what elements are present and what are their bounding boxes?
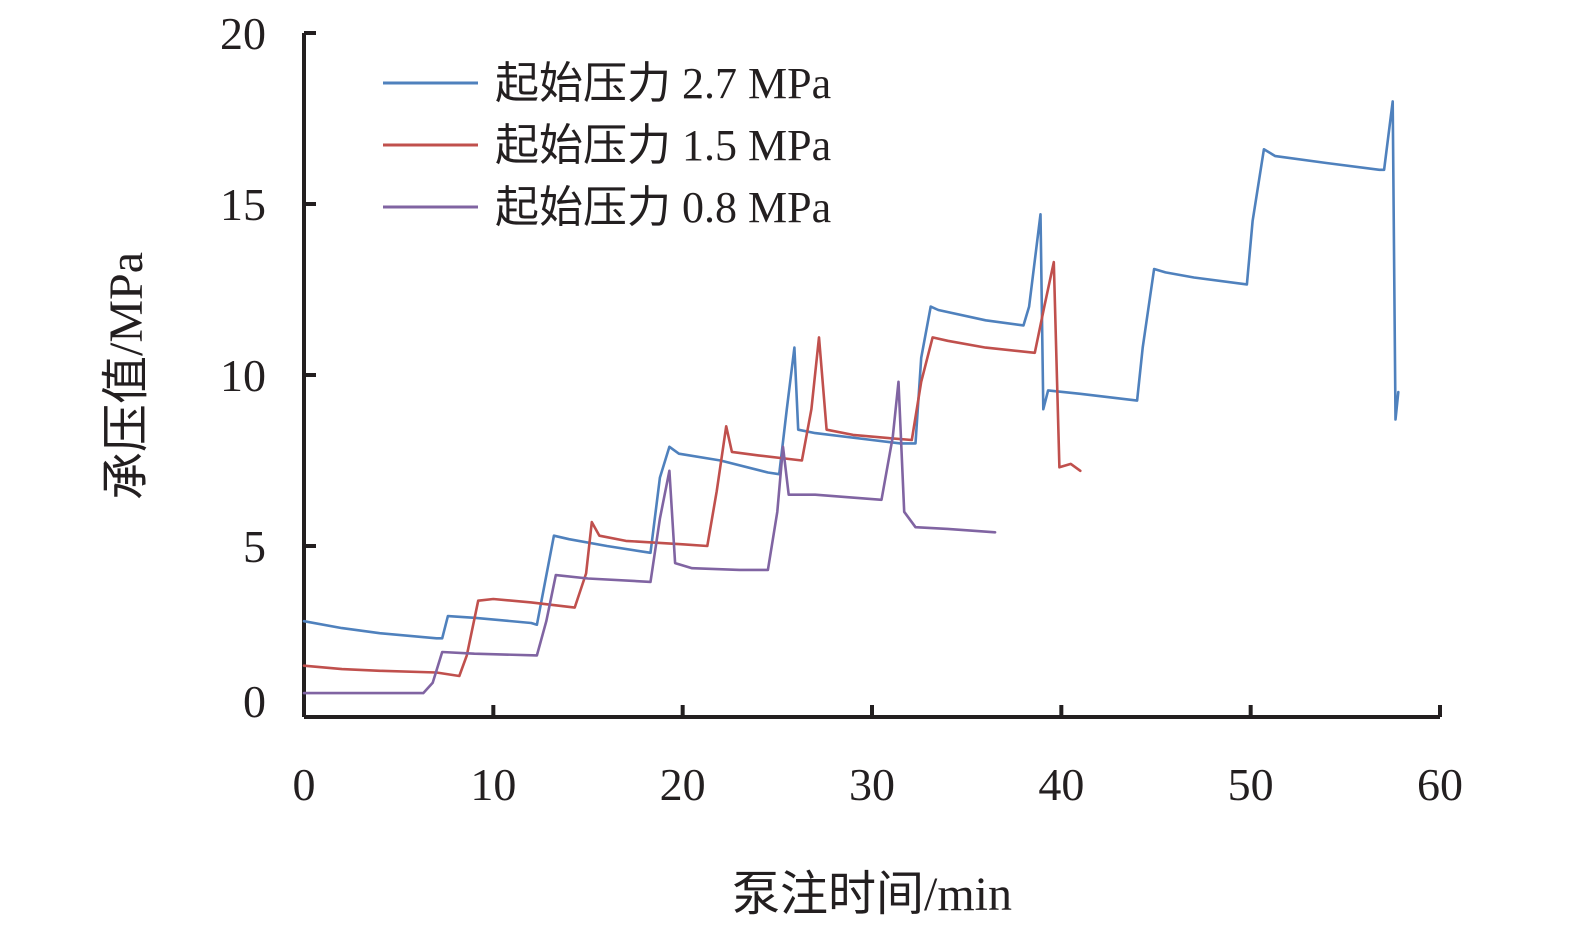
x-tick-label: 50 xyxy=(1228,759,1274,810)
series-line-3 xyxy=(302,380,997,695)
x-tick-label: 40 xyxy=(1038,759,1084,810)
y-tick-label: 20 xyxy=(220,8,266,59)
axes: 0 5 10 15 20 0 10 20 30 40 50 60 xyxy=(220,8,1463,810)
series-lines xyxy=(302,100,1400,695)
legend-label-2: 起始压力 1.5 MPa xyxy=(495,121,831,170)
x-tick-label: 20 xyxy=(660,759,706,810)
legend-label-1: 起始压力 2.7 MPa xyxy=(495,59,831,108)
series-line-1 xyxy=(302,100,1400,640)
x-tick-label: 60 xyxy=(1417,759,1463,810)
y-tick-label: 15 xyxy=(220,179,266,230)
series-line-2 xyxy=(302,260,1082,678)
legend-label-3: 起始压力 0.8 MPa xyxy=(495,183,831,232)
y-tick-label: 0 xyxy=(243,676,266,727)
x-tick-label: 30 xyxy=(849,759,895,810)
x-tick-label: 10 xyxy=(470,759,516,810)
y-axis-label: 承压值/MPa xyxy=(100,252,153,500)
x-tick-label: 0 xyxy=(293,759,316,810)
y-tick-label: 10 xyxy=(220,350,266,401)
x-axis-label: 泵注时间/min xyxy=(732,868,1012,921)
y-tick-label: 5 xyxy=(243,521,266,572)
legend: 起始压力 2.7 MPa 起始压力 1.5 MPa 起始压力 0.8 MPa xyxy=(383,59,831,232)
